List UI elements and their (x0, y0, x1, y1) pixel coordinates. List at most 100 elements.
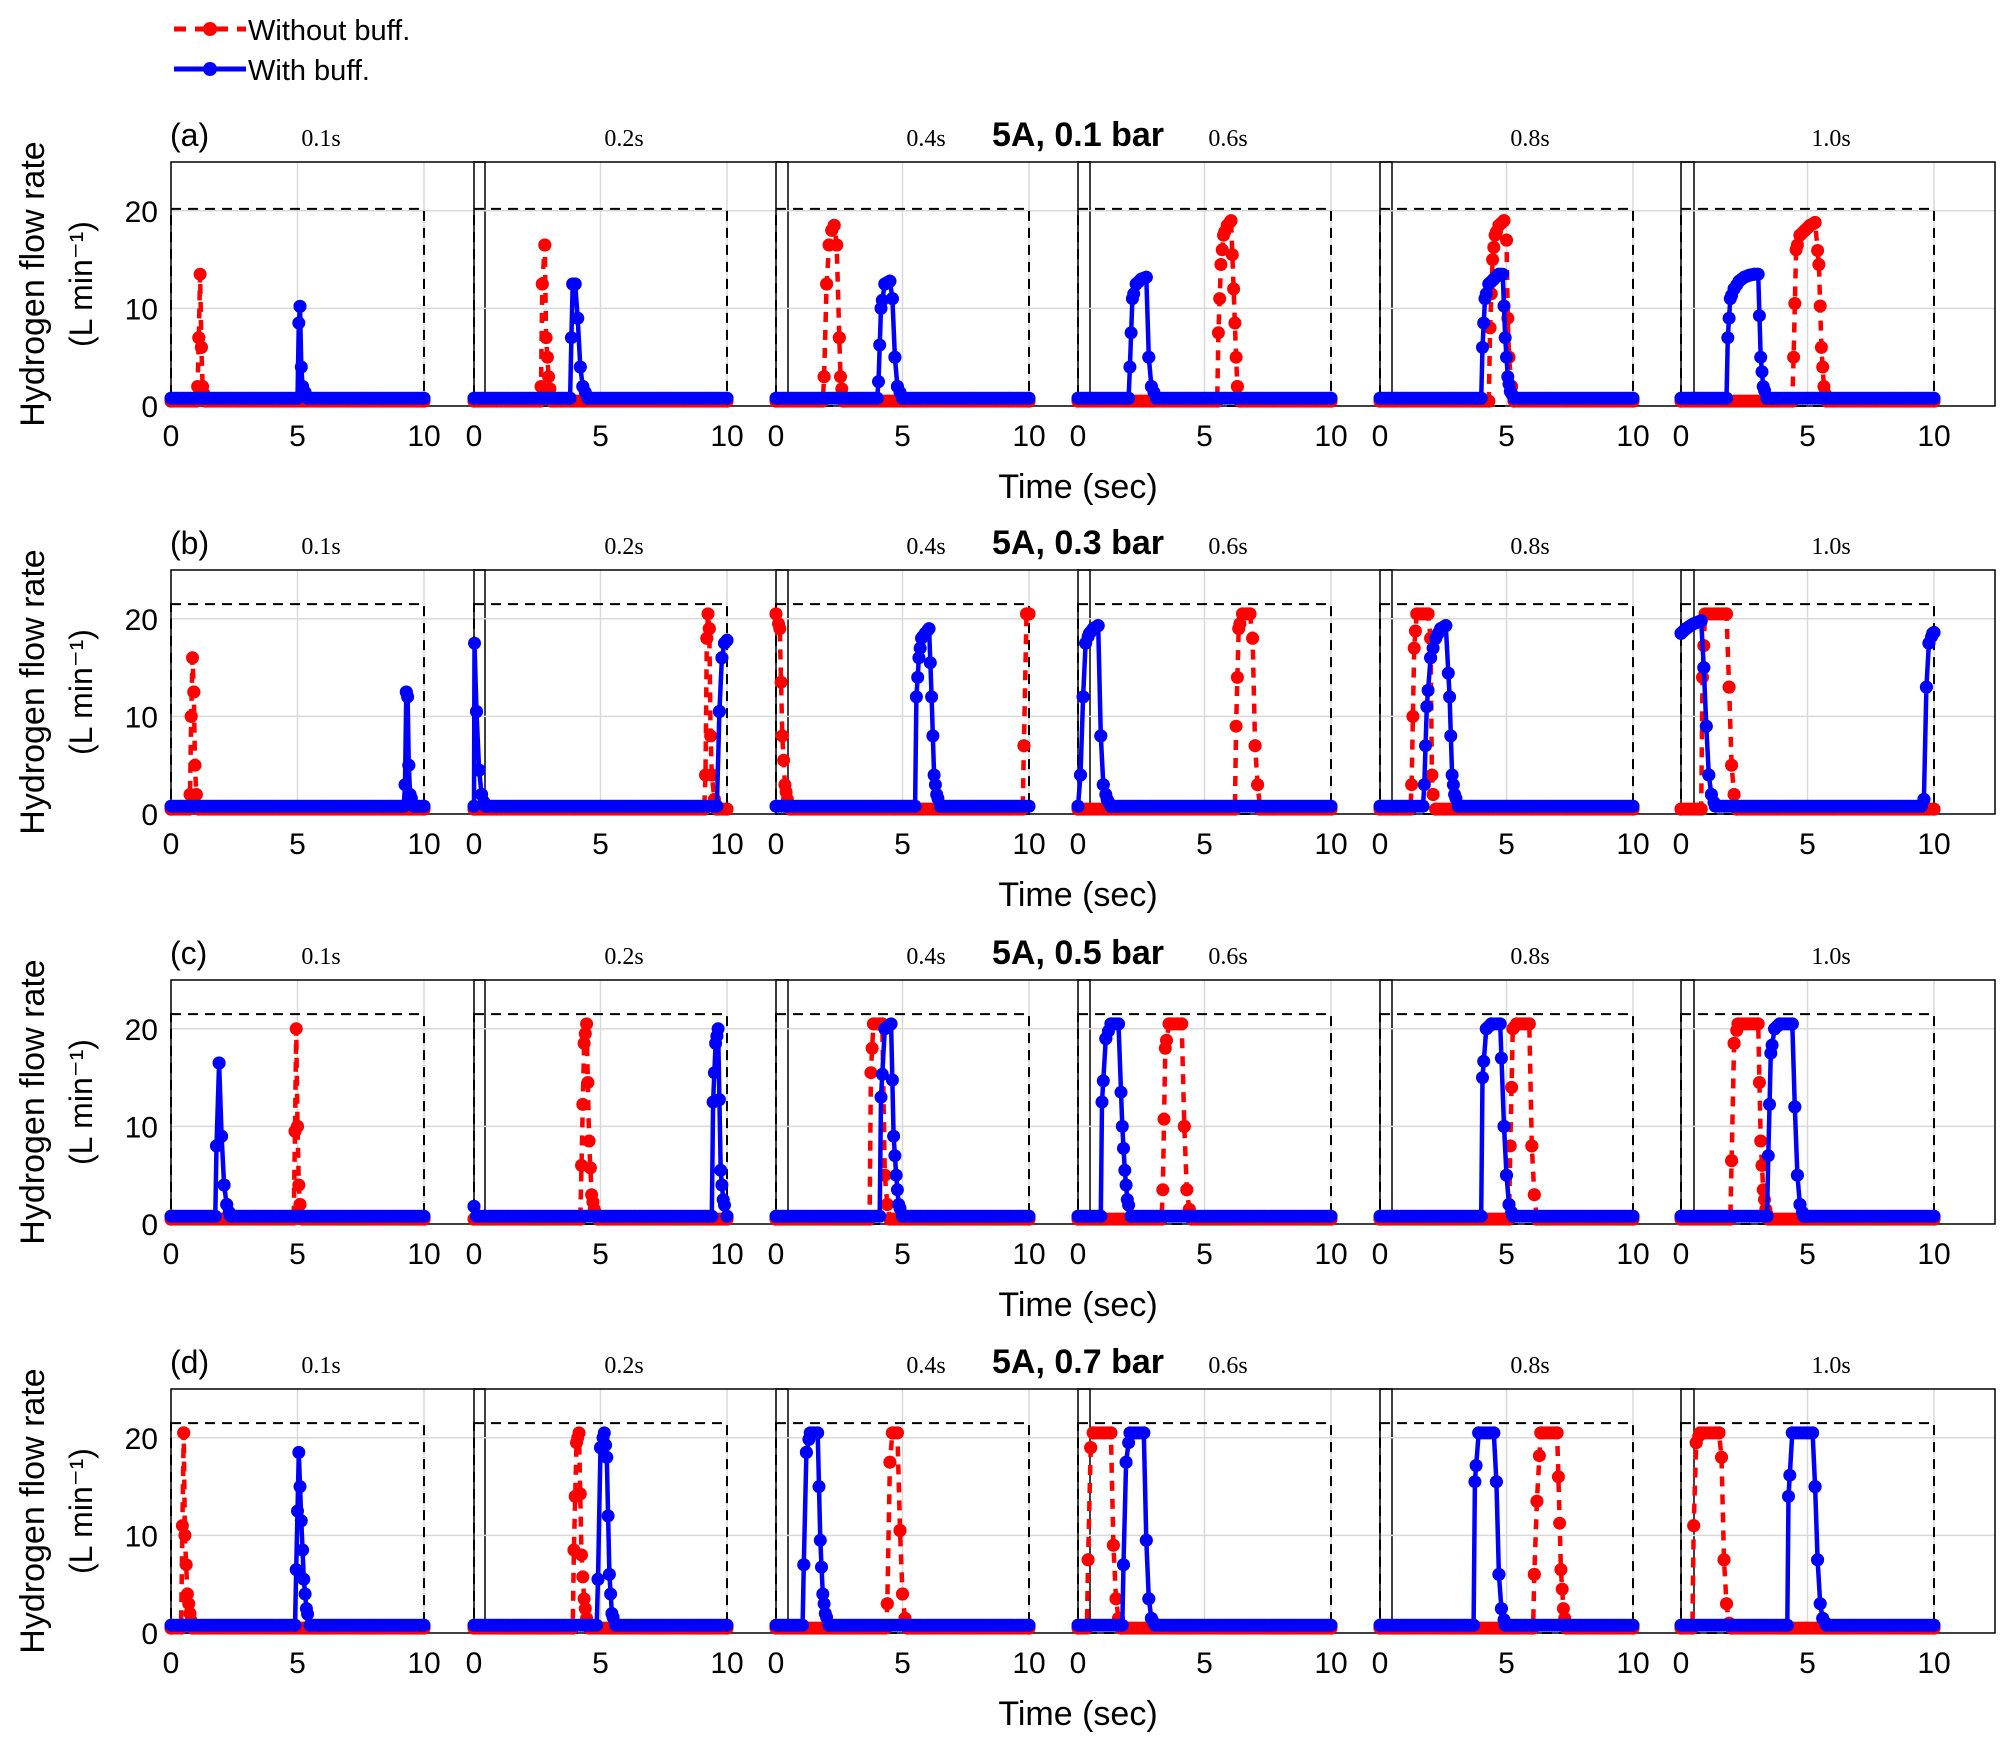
series-with-buff-point (769, 799, 783, 813)
series-with-buff-point (571, 311, 585, 325)
series-without-buff-point (893, 1524, 907, 1537)
series-without-buff-point (773, 622, 787, 636)
panel-label: (b) (170, 525, 209, 561)
y-tick-label: 0 (141, 799, 158, 832)
series-with-buff-point (591, 1572, 605, 1586)
x-tick-label: 5 (894, 828, 911, 861)
series-with-buff-point (715, 651, 729, 665)
series-with-buff-point (1071, 391, 1085, 405)
series-with-buff-point (1760, 1209, 1774, 1223)
series-with-buff-point (1722, 311, 1736, 325)
x-tick-label: 10 (1314, 828, 1347, 861)
duration-label: 0.1s (301, 944, 340, 970)
series-with-buff-point (912, 651, 926, 665)
x-tick-label: 5 (289, 1238, 306, 1271)
series-with-buff-point (1324, 391, 1338, 405)
x-tick-label: 10 (407, 1647, 440, 1680)
x-tick-label: 0 (768, 420, 785, 453)
series-with-buff-point (164, 391, 178, 405)
series-without-buff-point (1225, 248, 1239, 262)
series-without-buff-point (1405, 778, 1419, 792)
series-without-buff-point (196, 380, 210, 393)
series-with-buff-point (1076, 690, 1090, 704)
series-without-buff-point (1720, 607, 1733, 621)
panel-0-0: 0.1s0 5 10 (163, 126, 486, 453)
series-without-buff-point (778, 778, 792, 792)
series-with-buff-point (1416, 799, 1430, 813)
series-with-buff-point (600, 1450, 614, 1464)
duration-label: 0.8s (1510, 126, 1549, 152)
series-with-buff-point (467, 799, 481, 813)
y-axis-label: Hydrogen flow rate (14, 549, 52, 834)
series-with-buff-point (573, 360, 587, 374)
series-with-buff-point (1095, 1095, 1109, 1109)
series-without-buff-point (1727, 788, 1741, 801)
duration-label: 0.2s (604, 944, 643, 970)
series-with-buff-point (1144, 380, 1158, 393)
series-without-buff-point (289, 1022, 303, 1036)
x-tick-label: 5 (1196, 1238, 1213, 1271)
limit-box (775, 207, 1030, 407)
series-without-buff-point (1486, 253, 1500, 267)
legend-marker-without-buff (203, 22, 217, 36)
x-axis-label: Time (sec) (998, 1695, 1157, 1733)
series-without-buff-point (1229, 350, 1243, 364)
series-with-buff-point (1476, 1071, 1489, 1085)
series-without-buff-point (1156, 1183, 1170, 1197)
series-without-buff-point (1752, 1076, 1766, 1089)
series-without-buff-point (184, 709, 198, 723)
series-with-buff-point (220, 1198, 234, 1211)
series-with-buff-point (712, 705, 726, 718)
series-with-buff-point (1117, 1141, 1130, 1155)
series-without-buff-point (179, 1558, 193, 1572)
series-with-buff-point (1124, 1209, 1138, 1223)
series-with-buff-point (1474, 1209, 1488, 1223)
x-tick-label: 5 (289, 828, 306, 861)
series-with-buff-point (1761, 1149, 1775, 1163)
series-without-buff-point (1248, 739, 1262, 753)
series-with-buff-point (1760, 391, 1774, 405)
series-with-buff-point (1797, 1209, 1811, 1223)
series-without-buff-point (1158, 1041, 1172, 1055)
series-with-buff-point (707, 1066, 721, 1080)
series-with-buff-point (1790, 1168, 1804, 1182)
panel-label: (c) (170, 935, 207, 971)
series-with-buff-point (815, 1560, 828, 1574)
series-without-buff-point (1214, 258, 1228, 271)
series-without-buff-point (820, 277, 834, 291)
series-without-buff-point (1811, 244, 1825, 257)
series-without-buff-point (1227, 282, 1241, 296)
series-with-buff-point (294, 1514, 308, 1528)
series-with-buff-point (1764, 1046, 1778, 1060)
y-tick-label: 10 (125, 293, 158, 326)
series-with-buff-point (1114, 1085, 1128, 1099)
panel-0-3: 0.6s0 5 10 (1070, 126, 1393, 453)
series-with-buff-point (568, 277, 582, 291)
series-with-buff-point (467, 1618, 481, 1632)
x-tick-label: 0 (1070, 828, 1087, 861)
x-tick-label: 0 (466, 420, 483, 453)
series-with-buff-point (288, 1618, 302, 1632)
series-without-buff-point (1162, 1017, 1176, 1031)
series-with-buff-point (705, 1209, 719, 1223)
series-without-buff-point (187, 685, 201, 699)
series-with-buff-point (884, 1017, 898, 1031)
series-with-buff-point (710, 799, 724, 813)
series-without-buff-point (1500, 233, 1513, 247)
series-with-buff-point (1626, 799, 1640, 813)
x-tick-label: 10 (1012, 828, 1045, 861)
series-without-buff-point (865, 1041, 879, 1055)
series-with-buff-point (885, 1073, 899, 1087)
duration-label: 0.8s (1510, 944, 1549, 970)
series-without-buff-point (1927, 802, 1941, 816)
series-with-buff-point (911, 670, 925, 684)
series-with-buff-point (1497, 1119, 1511, 1133)
y-tick-label: 20 (125, 604, 158, 637)
series-without-buff-point (1407, 641, 1421, 655)
series-without-buff-point (1213, 292, 1227, 306)
legend-label-without-buff: Without buff. (248, 15, 410, 47)
y-tick-label: 20 (125, 1423, 158, 1456)
x-tick-label: 10 (1314, 420, 1347, 453)
series-without-buff-point (1674, 802, 1688, 816)
series-with-buff-point (1754, 350, 1768, 364)
